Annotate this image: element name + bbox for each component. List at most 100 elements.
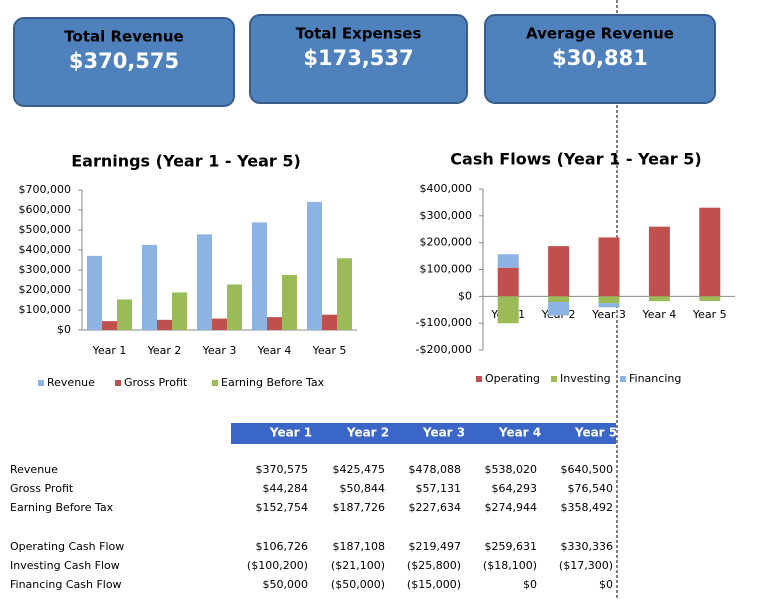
x-tick-label: Year 3 [202, 344, 237, 357]
y-tick-label: $400,000 [420, 182, 473, 195]
bar [699, 296, 721, 301]
y-tick-label: -$100,000 [416, 316, 472, 329]
cell: $44,284 [263, 482, 309, 495]
row-label: Earning Before Tax [10, 501, 114, 514]
cell: $330,336 [561, 540, 614, 553]
cell: $370,575 [256, 463, 309, 476]
bar [87, 255, 102, 330]
column-header: Year 5 [574, 426, 617, 440]
legend-label: Operating [485, 372, 540, 385]
cell: ($21,100) [331, 559, 385, 572]
bar [102, 321, 117, 330]
legend-label: Gross Profit [124, 376, 188, 389]
kpi-value: $173,537 [303, 46, 413, 70]
cell: ($50,000) [331, 578, 385, 591]
x-tick-label: Year 2 [147, 344, 182, 357]
kpi-title: Total Revenue [64, 28, 183, 46]
x-tick-label: Year 5 [692, 308, 727, 321]
row-label: Gross Profit [10, 482, 74, 495]
kpi-title: Average Revenue [526, 25, 674, 43]
y-tick-label: $400,000 [19, 243, 72, 256]
bar [497, 267, 519, 297]
bar [548, 301, 570, 316]
y-tick-label: $0 [57, 323, 71, 336]
cell: ($17,300) [559, 559, 613, 572]
cell: $187,108 [333, 540, 386, 553]
bar [212, 318, 227, 330]
legend-label: Revenue [47, 376, 95, 389]
bar [598, 303, 620, 308]
cell: $259,631 [485, 540, 538, 553]
chart-title: Earnings (Year 1 - Year 5) [71, 152, 301, 171]
bar [282, 275, 297, 330]
legend-label: Investing [560, 372, 611, 385]
cell: $478,088 [409, 463, 462, 476]
column-header: Year 4 [498, 426, 541, 440]
cell: $274,944 [485, 501, 538, 514]
cell: $187,726 [333, 501, 386, 514]
bar [699, 207, 721, 297]
bar [598, 237, 620, 297]
y-tick-label: $100,000 [420, 263, 473, 276]
cell: $0 [523, 578, 537, 591]
cell: ($100,200) [247, 559, 308, 572]
cell: $219,497 [409, 540, 462, 553]
y-tick-label: $500,000 [19, 223, 72, 236]
table-header [231, 423, 616, 444]
y-tick-label: $100,000 [19, 303, 72, 316]
y-tick-label: $0 [458, 289, 472, 302]
kpi-value: $30,881 [552, 46, 648, 70]
column-header: Year 2 [346, 426, 389, 440]
bar [267, 317, 282, 330]
y-tick-label: -$200,000 [416, 343, 472, 356]
y-tick-label: $200,000 [420, 236, 473, 249]
x-tick-label: Year 1 [92, 344, 127, 357]
y-tick-label: $600,000 [19, 203, 72, 216]
y-tick-label: $300,000 [420, 209, 473, 222]
cell: $50,000 [263, 578, 309, 591]
legend-swatch [620, 376, 626, 382]
cell: $76,540 [568, 482, 614, 495]
column-header: Year 3 [422, 426, 465, 440]
bar [197, 234, 212, 330]
y-tick-label: $200,000 [19, 283, 72, 296]
bar [337, 258, 352, 330]
cell: $425,475 [333, 463, 386, 476]
row-label: Investing Cash Flow [10, 559, 120, 572]
row-label: Revenue [10, 463, 58, 476]
cell: ($15,000) [407, 578, 461, 591]
legend-label: Earning Before Tax [221, 376, 325, 389]
legend-swatch [38, 380, 44, 386]
cell: $227,634 [409, 501, 462, 514]
bar [322, 314, 337, 330]
column-header: Year 1 [269, 426, 312, 440]
legend-swatch [476, 376, 482, 382]
kpi-card [484, 14, 716, 104]
legend-label: Financing [629, 372, 681, 385]
x-tick-label: Year 4 [257, 344, 292, 357]
x-tick-label: Year 3 [591, 308, 626, 321]
bar [157, 319, 172, 330]
cell: ($18,100) [483, 559, 537, 572]
legend-swatch [212, 380, 218, 386]
cell: $538,020 [485, 463, 538, 476]
bar [142, 244, 157, 330]
cell: $50,844 [340, 482, 386, 495]
y-tick-label: $300,000 [19, 263, 72, 276]
chart-title: Cash Flows (Year 1 - Year 5) [450, 150, 701, 169]
kpi-title: Total Expenses [296, 25, 422, 43]
y-tick-label: $700,000 [19, 183, 72, 196]
kpi-card [13, 17, 235, 107]
kpi-value: $370,575 [69, 49, 179, 73]
cell: $106,726 [256, 540, 309, 553]
bar [307, 201, 322, 330]
bar [227, 284, 242, 330]
row-label: Financing Cash Flow [10, 578, 122, 591]
cell: $0 [599, 578, 613, 591]
cell: $64,293 [492, 482, 538, 495]
x-tick-label: Year 5 [312, 344, 347, 357]
cell: $640,500 [561, 463, 614, 476]
cell: $57,131 [416, 482, 462, 495]
bar [648, 296, 670, 302]
